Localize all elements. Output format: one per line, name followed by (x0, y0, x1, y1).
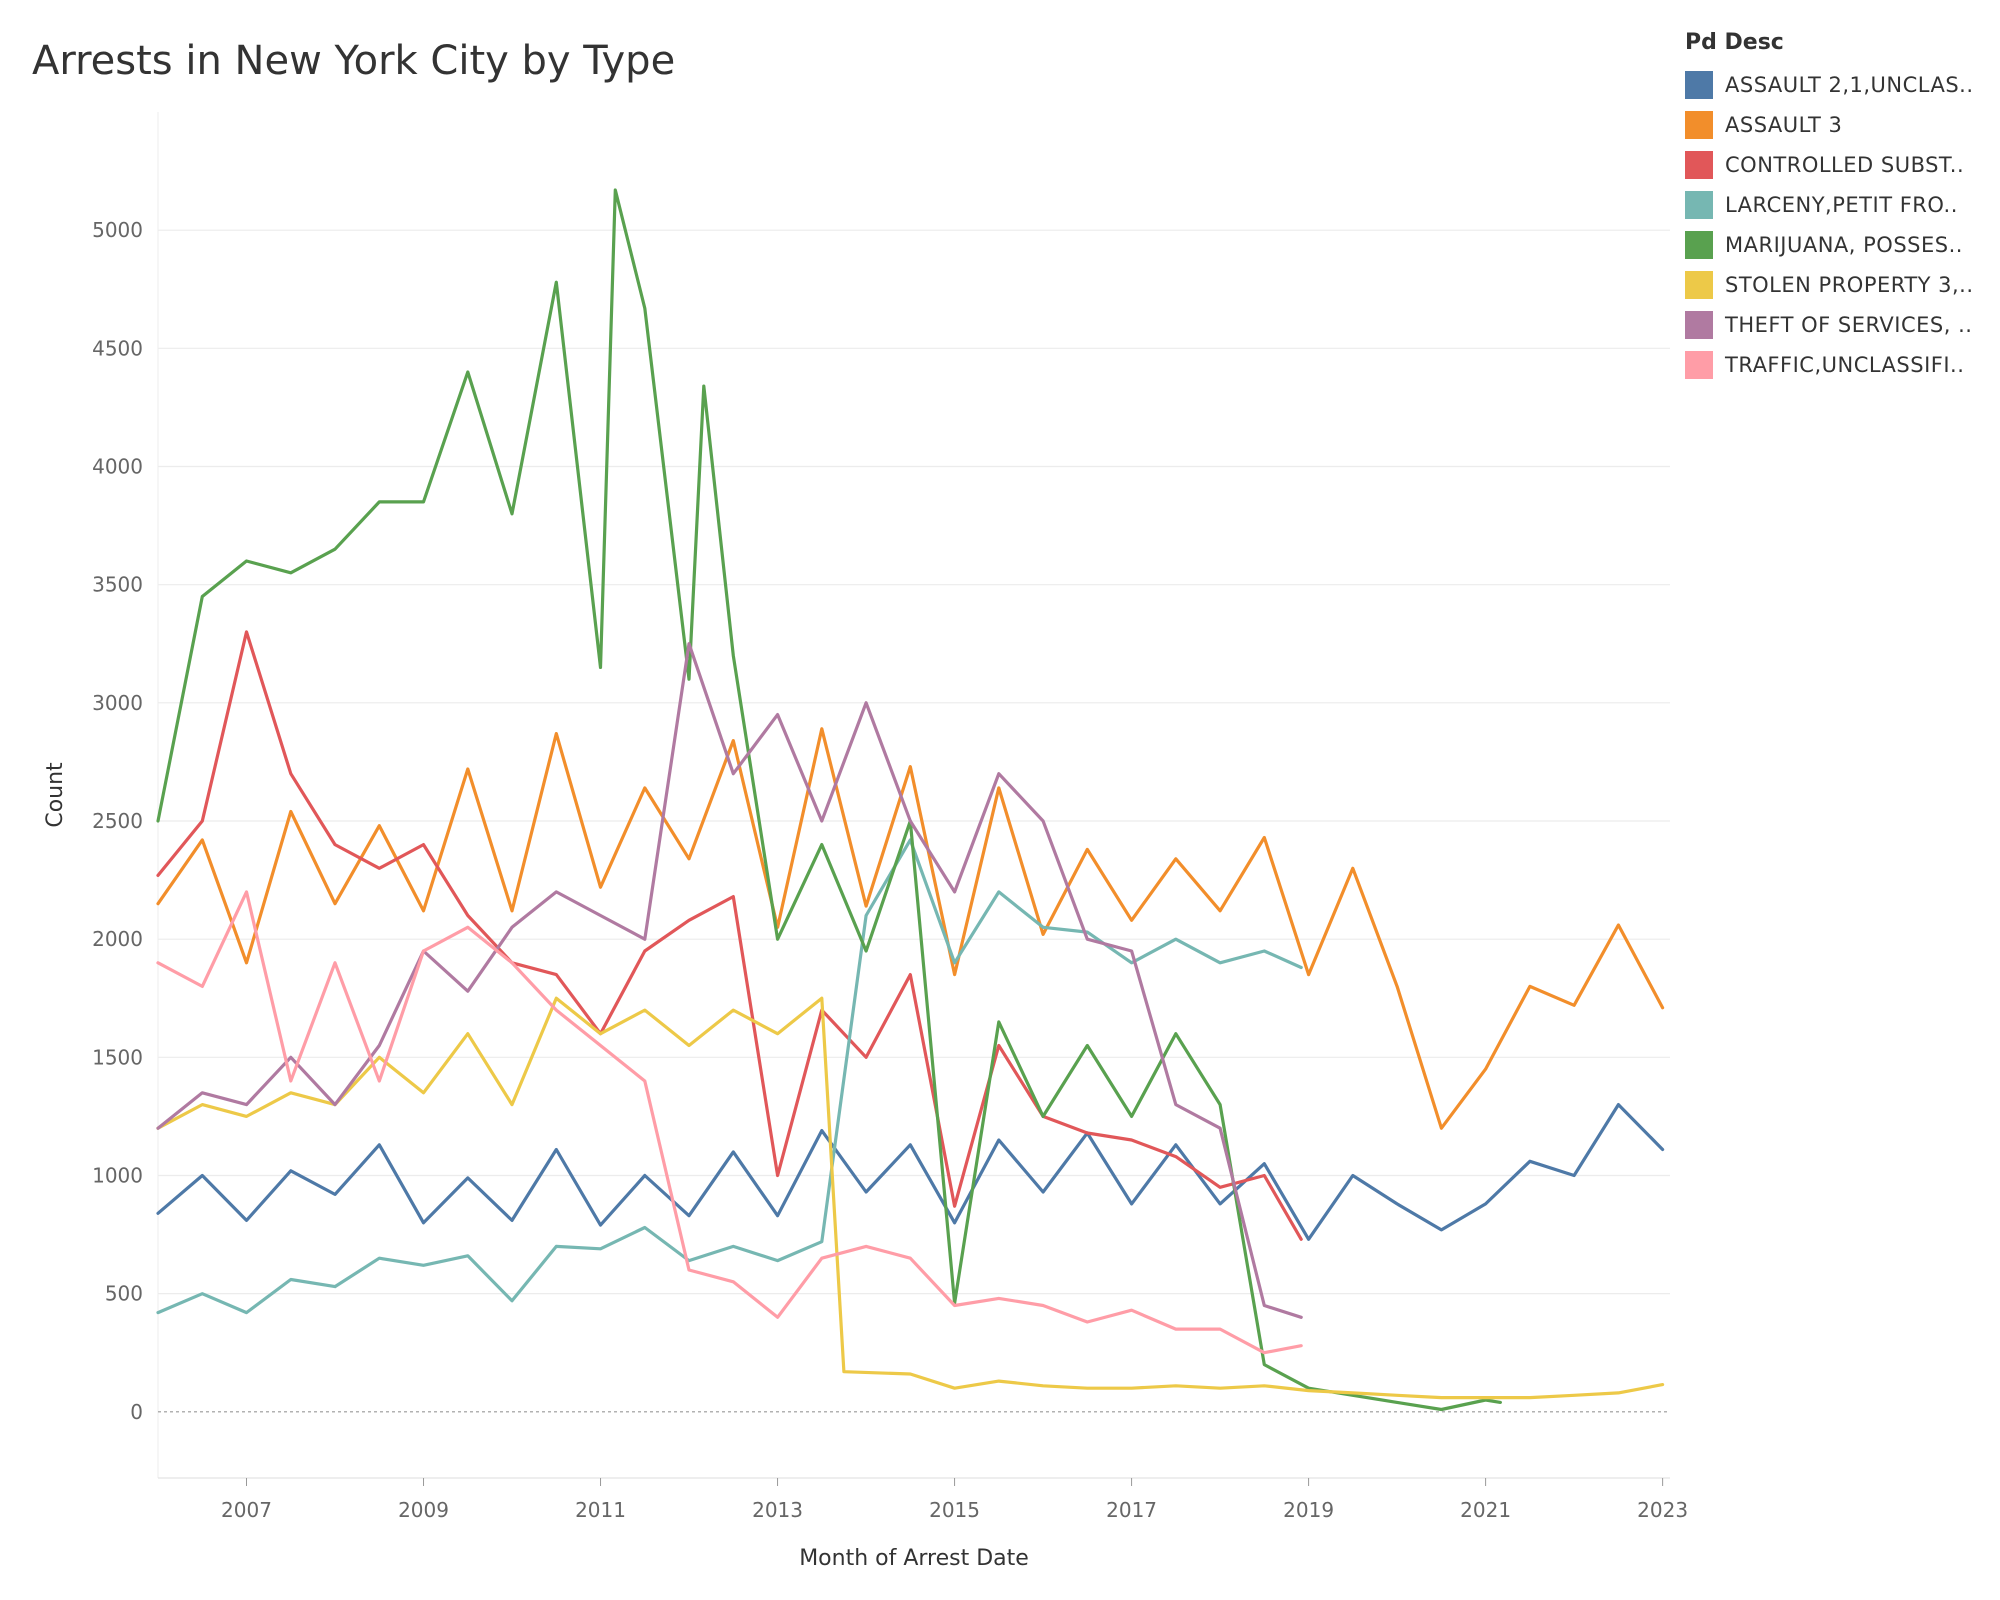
legend-item[interactable]: ASSAULT 3 (1685, 105, 1985, 145)
legend-label: CONTROLLED SUBST.. (1725, 153, 1965, 177)
x-tick-label: 2009 (398, 1498, 449, 1522)
series-line-0 (156, 1103, 1665, 1241)
legend-item[interactable]: ASSAULT 2,1,UNCLAS.. (1685, 65, 1985, 105)
y-axis-label: Count (43, 762, 68, 828)
legend-swatch (1685, 311, 1713, 339)
series-lines (156, 188, 1665, 1412)
series-line-1 (156, 727, 1665, 1130)
legend-label: LARCENY,PETIT FRO.. (1725, 193, 1958, 217)
y-tick-label: 3000 (92, 691, 143, 715)
y-tick-label: 4000 (92, 454, 143, 478)
y-tick-label: 1000 (92, 1163, 143, 1187)
x-tick-label: 2019 (1283, 1498, 1334, 1522)
series-line-6 (156, 642, 1303, 1319)
legend-item[interactable]: TRAFFIC,UNCLASSIFI.. (1685, 345, 1985, 385)
y-tick-label: 2500 (92, 809, 143, 833)
legend-item[interactable]: CONTROLLED SUBST.. (1685, 145, 1985, 185)
legend-label: THEFT OF SERVICES, .. (1725, 313, 1973, 337)
legend-label: ASSAULT 3 (1725, 113, 1843, 137)
y-tick-label: 0 (130, 1400, 143, 1424)
x-tick-label: 2011 (575, 1498, 626, 1522)
series-line-3 (156, 838, 1303, 1315)
x-tick-label: 2017 (1106, 1498, 1157, 1522)
x-axis-ticks: 2007 2009 2011 2013 2015 2017 2019 2021 2023 (221, 1478, 1688, 1522)
legend-label: ASSAULT 2,1,UNCLAS.. (1725, 73, 1974, 97)
legend-swatch (1685, 151, 1713, 179)
legend-item[interactable]: MARIJUANA, POSSES.. (1685, 225, 1985, 265)
legend-swatch (1685, 271, 1713, 299)
legend-title: Pd Desc (1685, 30, 1784, 55)
legend-swatch (1685, 71, 1713, 99)
legend-items: ASSAULT 2,1,UNCLAS.. ASSAULT 3 CONTROLLED … (1685, 65, 1985, 385)
series-line-2 (156, 630, 1303, 1241)
gridlines (157, 112, 1670, 1479)
x-tick-label: 2023 (1637, 1498, 1688, 1522)
series-line-7 (156, 890, 1303, 1355)
legend-swatch (1685, 351, 1713, 379)
series-line-5 (156, 996, 1665, 1400)
legend-swatch (1685, 231, 1713, 259)
legend-swatch (1685, 191, 1713, 219)
x-tick-label: 2021 (1460, 1498, 1511, 1522)
legend: Pd Desc ASSAULT 2,1,UNCLAS.. ASSAULT 3 CON… (1685, 30, 1985, 385)
y-axis-ticks: 0 500 1000 1500 2000 2500 3000 3500 4000 4500 5000 (92, 218, 143, 1424)
y-tick-label: 3500 (92, 573, 143, 597)
y-tick-label: 1500 (92, 1045, 143, 1069)
x-tick-label: 2015 (929, 1498, 980, 1522)
y-tick-label: 500 (105, 1282, 143, 1306)
y-tick-label: 5000 (92, 218, 143, 242)
legend-item[interactable]: LARCENY,PETIT FRO.. (1685, 185, 1985, 225)
y-tick-label: 4500 (92, 336, 143, 360)
x-tick-label: 2007 (221, 1498, 272, 1522)
y-tick-label: 2000 (92, 927, 143, 951)
legend-swatch (1685, 111, 1713, 139)
x-axis-label: Month of Arrest Date (799, 1546, 1029, 1571)
x-tick-label: 2013 (752, 1498, 803, 1522)
chart-title: Arrests in New York City by Type (32, 38, 676, 84)
legend-item[interactable]: THEFT OF SERVICES, .. (1685, 305, 1985, 345)
legend-item[interactable]: STOLEN PROPERTY 3,.. (1685, 265, 1985, 305)
series-line-4 (156, 188, 1502, 1412)
legend-label: STOLEN PROPERTY 3,.. (1725, 273, 1974, 297)
legend-label: TRAFFIC,UNCLASSIFI.. (1725, 353, 1965, 377)
legend-label: MARIJUANA, POSSES.. (1725, 233, 1963, 257)
